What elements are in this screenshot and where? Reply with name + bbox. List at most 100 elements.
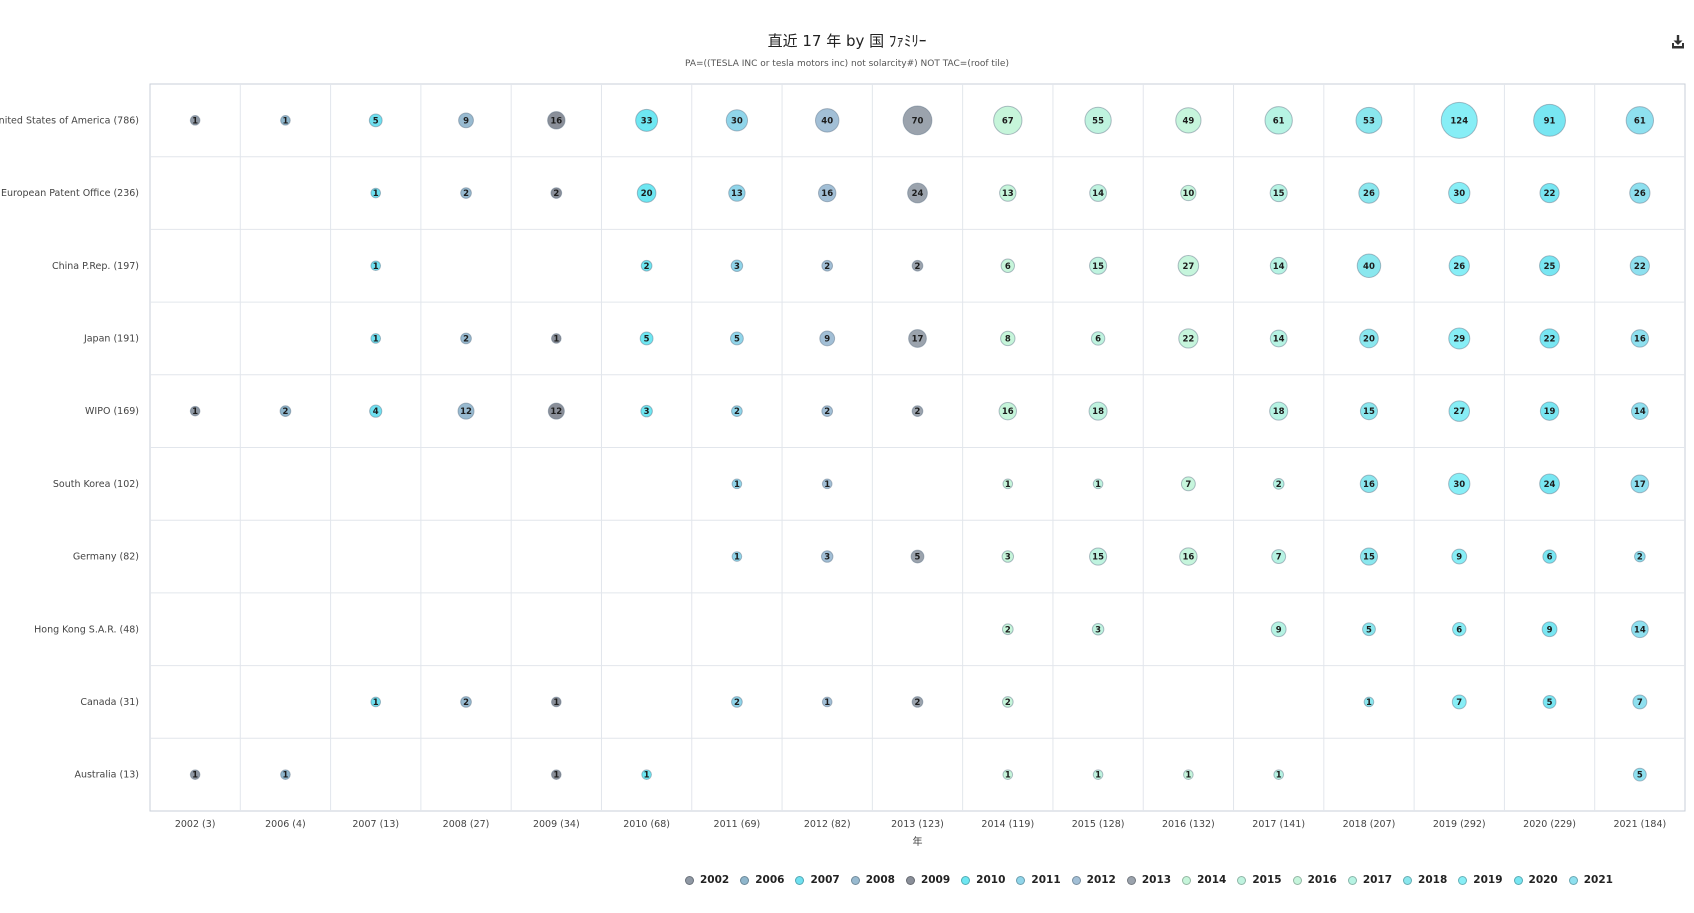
bubble-value-label: 12 [550,407,562,417]
bubble-value-label: 9 [1456,553,1462,563]
legend-marker [1293,876,1302,885]
bubble-value-label: 5 [1637,771,1643,781]
bubble-value-label: 30 [731,116,743,126]
legend-item-2014[interactable]: 2014 [1182,874,1226,886]
bubble-value-label: 14 [1634,407,1646,417]
legend-label: 2008 [866,874,895,886]
bubble-value-label: 2 [463,189,469,199]
bubble-value-label: 1 [553,771,559,781]
bubble-value-label: 17 [1634,480,1646,490]
bubble-value-label: 1 [824,698,830,708]
legend-label: 2020 [1529,874,1558,886]
legend-item-2011[interactable]: 2011 [1016,874,1060,886]
bubble-value-label: 20 [1363,334,1375,344]
bubble-value-label: 16 [550,116,562,126]
legend-item-2008[interactable]: 2008 [851,874,895,886]
bubble-value-label: 24 [912,189,924,199]
bubble-value-label: 27 [1182,262,1194,272]
bubble-value-label: 124 [1450,116,1468,126]
legend-item-2015[interactable]: 2015 [1237,874,1281,886]
legend-item-2010[interactable]: 2010 [961,874,1005,886]
bubble-value-label: 2 [282,407,288,417]
x-tick-label: 2007 (13) [352,819,399,830]
legend-marker [795,876,804,885]
legend-marker [1016,876,1025,885]
x-axis-title: 年 [913,835,923,848]
legend-label: 2016 [1308,874,1337,886]
legend-label: 2014 [1197,874,1226,886]
legend-item-2021[interactable]: 2021 [1569,874,1613,886]
bubble-value-label: 22 [1544,189,1556,199]
bubble-value-label: 2 [463,334,469,344]
bubble-value-label: 24 [1544,480,1556,490]
legend-item-2012[interactable]: 2012 [1072,874,1116,886]
legend-marker [1458,876,1467,885]
bubble-value-label: 67 [1002,116,1014,126]
legend-marker [961,876,970,885]
bubble-value-label: 30 [1453,480,1465,490]
y-tick-label: Australia (13) [74,770,139,781]
y-tick-label: Japan (191) [83,333,139,344]
legend-item-2020[interactable]: 2020 [1514,874,1558,886]
bubble-value-label: 22 [1182,334,1194,344]
bubble-value-label: 9 [1276,625,1282,635]
x-tick-label: 2010 (68) [623,819,670,830]
legend-item-2013[interactable]: 2013 [1127,874,1171,886]
bubble-value-label: 61 [1273,116,1285,126]
bubble-value-label: 6 [1005,262,1011,272]
legend-label: 2019 [1473,874,1502,886]
legend-item-2018[interactable]: 2018 [1403,874,1447,886]
bubble-value-label: 9 [1547,625,1553,635]
legend-item-2007[interactable]: 2007 [795,874,839,886]
bubble-value-label: 22 [1634,262,1646,272]
bubble-value-label: 16 [1363,480,1375,490]
legend-item-2019[interactable]: 2019 [1458,874,1502,886]
bubble-value-label: 12 [460,407,472,417]
legend-label: 2013 [1142,874,1171,886]
x-tick-label: 2009 (34) [533,819,580,830]
legend-item-2009[interactable]: 2009 [906,874,950,886]
bubble-chart: United States of America (786)European P… [0,0,1694,913]
x-tick-label: 2021 (184) [1613,819,1666,830]
x-tick-label: 2013 (123) [891,819,944,830]
bubble-value-label: 2 [1637,553,1643,563]
legend-marker [1403,876,1412,885]
bubble-value-label: 53 [1363,116,1375,126]
legend-label: 2009 [921,874,950,886]
x-tick-label: 2014 (119) [981,819,1034,830]
y-tick-label: China P.Rep. (197) [52,261,139,272]
legend-marker [1182,876,1191,885]
bubble-value-label: 1 [373,189,379,199]
legend-marker [1348,876,1357,885]
bubble-value-label: 26 [1453,262,1465,272]
legend-item-2002[interactable]: 2002 [685,874,729,886]
bubble-value-label: 27 [1453,407,1465,417]
bubble-value-label: 20 [641,189,653,199]
bubble-value-label: 1 [824,480,830,490]
bubble-value-label: 8 [1005,334,1011,344]
bubble-value-label: 2 [553,189,559,199]
legend-label: 2006 [755,874,784,886]
legend-item-2016[interactable]: 2016 [1293,874,1337,886]
legend-marker [906,876,915,885]
bubble-value-label: 14 [1273,262,1285,272]
bubble-value-label: 7 [1185,480,1191,490]
bubble-value-label: 16 [1634,334,1646,344]
bubble-value-label: 5 [644,334,650,344]
bubble-value-label: 17 [912,334,924,344]
legend-marker [1127,876,1136,885]
bubble-value-label: 1 [192,116,198,126]
legend-marker [851,876,860,885]
bubble-value-label: 25 [1544,262,1556,272]
legend-label: 2011 [1031,874,1060,886]
legend-item-2017[interactable]: 2017 [1348,874,1392,886]
bubble-value-label: 2 [644,262,650,272]
legend-item-2006[interactable]: 2006 [740,874,784,886]
bubble-value-label: 1 [373,698,379,708]
bubble-value-label: 14 [1092,189,1104,199]
x-tick-label: 2019 (292) [1433,819,1486,830]
bubble-value-label: 1 [1185,771,1191,781]
legend-label: 2002 [700,874,729,886]
bubble-value-label: 7 [1456,698,1462,708]
bubble-value-label: 5 [734,334,740,344]
